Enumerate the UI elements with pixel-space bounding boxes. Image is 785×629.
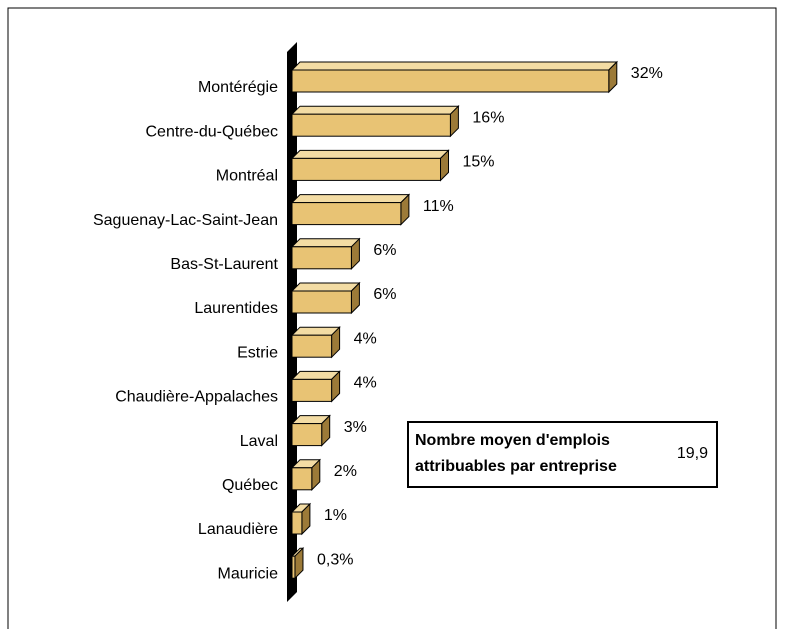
bar-front: [291, 69, 610, 93]
value-label: 32%: [631, 65, 663, 82]
value-label: 1%: [324, 507, 347, 524]
category-label: Lanaudière: [198, 521, 278, 538]
bar-top: [290, 282, 361, 292]
bar: [290, 502, 312, 536]
axis-wall: [287, 42, 297, 602]
bar-top: [290, 194, 411, 204]
category-label: Saguenay-Lac-Saint-Jean: [93, 212, 278, 229]
annotation-frame: [407, 421, 718, 488]
value-label: 4%: [354, 375, 377, 392]
bar-front: [291, 113, 451, 137]
bar-top: [290, 149, 450, 159]
bar: [290, 193, 411, 226]
bar: [290, 60, 619, 94]
category-label: Laval: [240, 433, 278, 450]
value-label: 6%: [373, 242, 396, 259]
bar-front: [291, 157, 441, 181]
bar-top: [290, 61, 619, 71]
category-label: Chaudière-Appalaches: [115, 389, 278, 406]
annotation-value: 19,9: [677, 445, 708, 462]
bar: [290, 149, 450, 182]
category-label: Centre-du-Québec: [145, 123, 278, 140]
bar-front: [291, 467, 313, 491]
bar: [290, 414, 331, 447]
annotation-box: Nombre moyen d'emplois attribuables par …: [407, 421, 718, 488]
bar: [290, 104, 460, 138]
bar: [290, 325, 341, 359]
value-label: 16%: [472, 109, 504, 126]
category-label: Mauricie: [218, 565, 279, 582]
value-label: 0,3%: [317, 551, 353, 568]
value-label: 11%: [423, 198, 454, 215]
category-label: Estrie: [237, 344, 278, 361]
bar: [290, 281, 361, 315]
frame: [7, 7, 777, 629]
bar: [290, 546, 305, 580]
annotation-line: attribuables par entreprise: [415, 458, 617, 475]
bar-front: [291, 334, 333, 358]
bar-front: [291, 246, 352, 270]
value-label: 6%: [373, 286, 396, 303]
bar-front: [291, 202, 402, 226]
bar: [290, 458, 322, 492]
bar-front: [291, 511, 303, 535]
category-label: Québec: [222, 477, 278, 494]
bar-top: [290, 238, 361, 248]
value-label: 4%: [354, 330, 377, 347]
category-label: Montréal: [216, 168, 278, 185]
category-label: Laurentides: [194, 300, 278, 317]
bar-top: [290, 105, 460, 115]
bar-front: [291, 290, 352, 314]
bar-front: [291, 423, 323, 447]
annotation-line: Nombre moyen d'emplois: [415, 432, 610, 449]
bar: [290, 370, 341, 403]
bar-front: [291, 378, 333, 402]
category-label: Montérégie: [198, 79, 278, 96]
category-label: Bas-St-Laurent: [170, 256, 278, 273]
value-label: 2%: [334, 463, 357, 480]
value-label: 3%: [344, 419, 367, 436]
bar-front: [291, 555, 296, 579]
bar: [290, 237, 361, 271]
value-label: 15%: [463, 154, 495, 171]
